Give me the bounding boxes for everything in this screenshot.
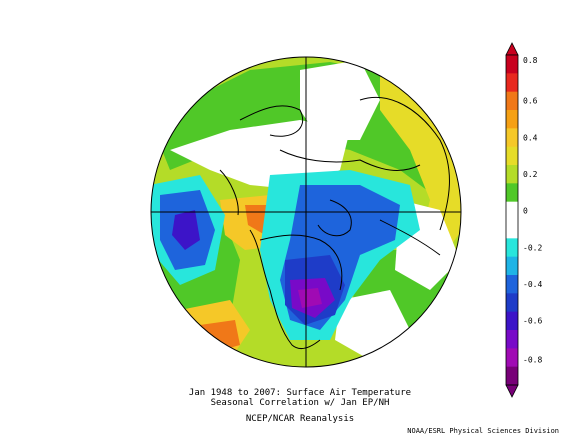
colorbar-segment	[506, 275, 518, 294]
colorbar-tick-label: -0.2	[523, 243, 542, 252]
colorbar-segment	[506, 110, 518, 129]
colorbar-tick-label: 0.6	[523, 97, 538, 106]
colorbar-tick-label: -0.6	[523, 317, 542, 326]
colorbar-bottom-arrow	[505, 384, 519, 398]
region-white-ne	[300, 60, 380, 140]
region-magenta-center	[298, 288, 322, 308]
colorbar-tick-label: 0.2	[523, 170, 538, 179]
colorbar-segment	[506, 366, 518, 386]
colorbar-segment	[506, 293, 518, 313]
colorbar-tick-label: -0.8	[523, 355, 542, 364]
colorbar-segment	[506, 183, 518, 203]
colorbar-tick-label: 0.4	[523, 133, 538, 142]
region-purple-west	[172, 210, 200, 250]
colorbar-segment	[506, 55, 518, 74]
caption-line-1: Jan 1948 to 2007: Surface Air Temperatur…	[188, 388, 412, 398]
colorbar-segment	[506, 73, 518, 93]
colorbar-segment	[506, 91, 518, 111]
colorbar-top-arrow	[505, 42, 519, 56]
colorbar-segment	[506, 146, 518, 166]
globe-outline	[150, 56, 462, 368]
caption-line-3: NCEP/NCAR Reanalysis	[245, 414, 355, 424]
colorbar-tick-label: 0.8	[523, 56, 538, 65]
colorbar-segment	[506, 348, 518, 368]
colorbar-segment	[506, 256, 518, 276]
colorbar-segment	[506, 165, 518, 184]
coastlines	[219, 96, 450, 350]
colorbar-frame	[505, 54, 519, 386]
colorbar-segment	[506, 238, 518, 258]
colorbar-segment	[506, 128, 518, 148]
globe	[151, 57, 461, 367]
colorbar-segment	[506, 220, 518, 239]
credit-text: NOAA/ESRL Physical Sciences Division	[407, 427, 559, 435]
colorbar-tick-label: 0	[523, 207, 528, 216]
colorbar-segment	[506, 201, 518, 221]
colorbar-tick-label: -0.4	[523, 280, 542, 289]
region-orange-south	[200, 320, 240, 352]
colorbar: 0.8 0.6 0.4 0.2 0 -0.2 -0.4 -0.6 -0.8	[505, 42, 542, 398]
region-white-center	[170, 120, 350, 190]
caption-line-2: Seasonal Correlation w/ Jan EP/NH	[210, 398, 390, 408]
colorbar-segment	[506, 311, 518, 331]
colorbar-segment	[506, 330, 518, 349]
